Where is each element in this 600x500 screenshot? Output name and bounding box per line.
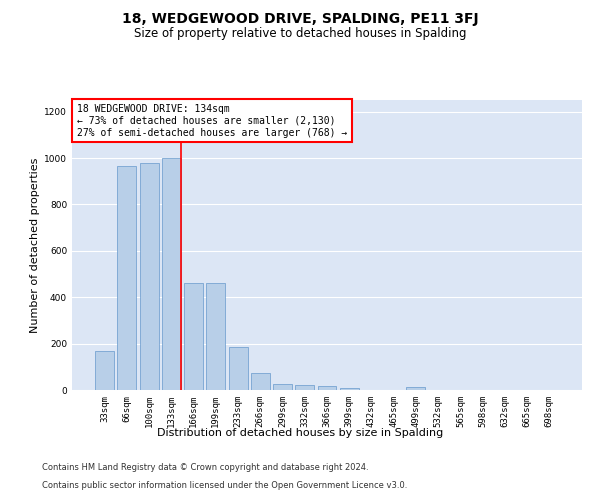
Bar — [206, 283, 225, 390]
Bar — [162, 158, 181, 390]
Text: 18 WEDGEWOOD DRIVE: 134sqm
← 73% of detached houses are smaller (2,130)
27% of s: 18 WEDGEWOOD DRIVE: 134sqm ← 73% of deta… — [77, 104, 347, 138]
Bar — [229, 347, 248, 390]
Bar — [406, 387, 425, 390]
Y-axis label: Number of detached properties: Number of detached properties — [30, 158, 40, 332]
Bar — [295, 385, 314, 390]
Text: Contains HM Land Registry data © Crown copyright and database right 2024.: Contains HM Land Registry data © Crown c… — [42, 464, 368, 472]
Text: Distribution of detached houses by size in Spalding: Distribution of detached houses by size … — [157, 428, 443, 438]
Bar — [184, 283, 203, 390]
Bar — [251, 372, 270, 390]
Text: Contains public sector information licensed under the Open Government Licence v3: Contains public sector information licen… — [42, 481, 407, 490]
Bar — [118, 166, 136, 390]
Bar — [340, 388, 359, 390]
Bar — [140, 162, 158, 390]
Text: 18, WEDGEWOOD DRIVE, SPALDING, PE11 3FJ: 18, WEDGEWOOD DRIVE, SPALDING, PE11 3FJ — [122, 12, 478, 26]
Text: Size of property relative to detached houses in Spalding: Size of property relative to detached ho… — [134, 28, 466, 40]
Bar — [273, 384, 292, 390]
Bar — [95, 350, 114, 390]
Bar — [317, 386, 337, 390]
